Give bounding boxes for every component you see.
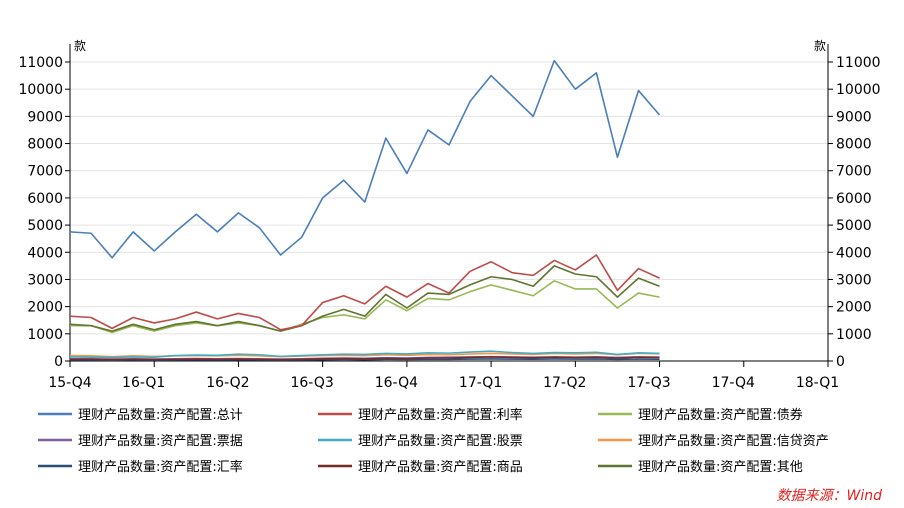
series-line [70,356,660,361]
x-tick-label: 18-Q1 [796,375,839,391]
y-tick-label-right: 3000 [836,272,872,288]
x-tick-label: 16-Q1 [122,375,165,391]
y-tick-label-right: 2000 [836,300,872,316]
series-lines [69,59,661,361]
y-tick-label-left: 5000 [27,218,63,234]
y-tick-label-left: 8000 [27,137,63,153]
legend-label: 理财产品数量:资产配置:汇率 [78,459,243,475]
y-tick-label-left: 0 [54,354,63,370]
legend-label: 理财产品数量:资产配置:利率 [358,407,523,423]
legend: 理财产品数量:资产配置:总计 理财产品数量:资产配置:利率 理财产品数量:资产配置:… [38,407,829,475]
legend-label: 理财产品数量:资产配置:信贷资产 [638,434,829,449]
y-tick-label-left: 6000 [27,191,63,207]
x-tick-label: 17-Q1 [459,375,502,391]
legend-label: 理财产品数量:资产配置:商品 [358,460,523,475]
x-tick-label: 17-Q3 [627,375,670,391]
x-tick-label: 16-Q4 [375,375,418,391]
y-tick-label-left: 4000 [27,245,63,261]
legend-label: 理财产品数量:资产配置:债券 [638,407,803,423]
y-unit-left: 款 [74,39,86,53]
x-tick-label: 15-Q4 [48,375,91,391]
y-tick-label-left: 9000 [27,109,63,125]
x-tick-label: 16-Q2 [206,375,249,391]
y-tick-label-left: 11000 [18,55,63,71]
y-tick-label-right: 6000 [836,191,872,207]
y-tick-label-left: 7000 [27,164,63,180]
legend-label: 理财产品数量:资产配置:股票 [358,434,523,449]
legend-label: 理财产品数量:资产配置:票据 [78,434,243,449]
y-tick-label-right: 5000 [836,218,872,234]
legend-label: 理财产品数量:资产配置:其他 [638,460,803,475]
y-tick-label-left: 1000 [27,327,63,343]
series-line [69,350,660,359]
axes: 0 0 1000 1000 2000 2000 3000 3000 4000 4000 5000 50… [18,44,881,391]
series-line [69,59,661,259]
y-tick-label-right: 7000 [836,164,872,180]
x-tick-label: 17-Q2 [543,375,586,391]
y-tick-label-right: 11000 [836,55,881,71]
y-tick-label-left: 2000 [27,300,63,316]
y-tick-label-right: 9000 [836,109,872,125]
legend-label: 理财产品数量:资产配置:总计 [78,408,243,423]
series-line [69,254,660,331]
y-tick-label-left: 10000 [18,82,63,98]
y-tick-label-right: 4000 [836,245,872,261]
y-tick-label-right: 0 [836,354,845,370]
x-tick-label: 17-Q4 [712,375,755,391]
y-tick-label-right: 10000 [836,82,881,98]
data-source-label: 数据来源：Wind [777,488,883,504]
y-tick-label-right: 1000 [836,327,872,343]
gridlines [70,61,828,335]
series-line [70,280,660,334]
y-tick-label-right: 8000 [836,137,872,153]
y-unit-right: 款 [814,39,826,53]
y-tick-label-left: 3000 [27,272,63,288]
x-tick-label: 16-Q3 [290,375,333,391]
series-line [69,265,660,332]
